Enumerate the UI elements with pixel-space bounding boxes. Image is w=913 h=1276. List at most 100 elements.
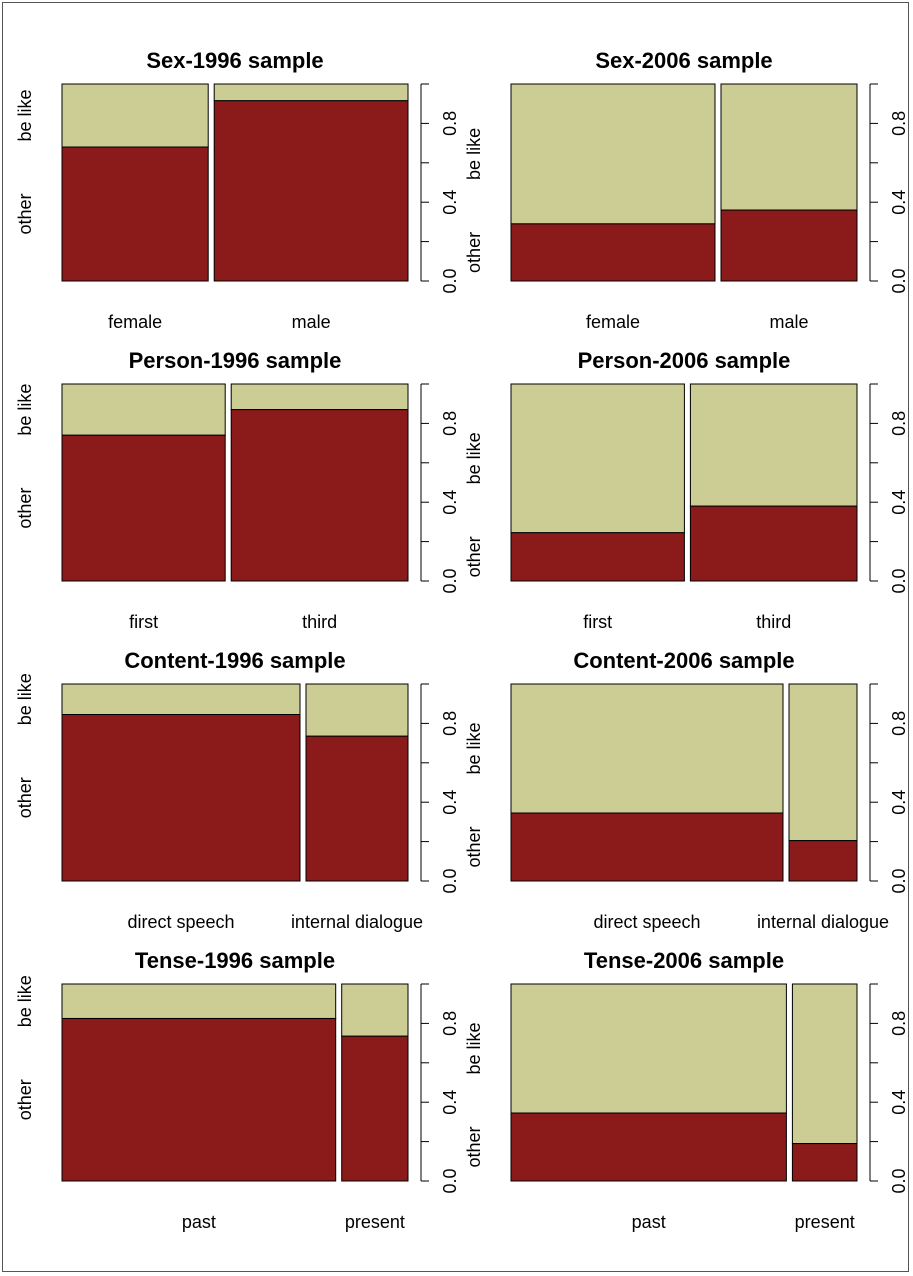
category-label: direct speech — [127, 912, 234, 932]
chart-title: Sex-2006 sample — [595, 48, 772, 73]
y-level-label-be-like: be like — [464, 723, 484, 775]
tile-be-like-internal-dialogue — [788, 683, 858, 842]
tile-be-like-internal-dialogue — [305, 683, 409, 737]
y-level-label-be-like: be like — [15, 384, 35, 436]
y-level-label-be-like: be like — [15, 90, 35, 142]
tile-be-like-third — [689, 383, 858, 507]
category-label: male — [292, 312, 331, 332]
tile-other-female — [61, 146, 209, 282]
tile-other-present — [341, 1035, 409, 1182]
y-level-label-other: other — [464, 1126, 484, 1167]
y-level-label-be-like: be like — [464, 1023, 484, 1075]
tile-other-third — [230, 409, 409, 582]
mosaic-panel-6: Content-2006 sample direct speech internal… — [464, 648, 909, 932]
tile-other-third — [689, 505, 858, 582]
tile-be-like-direct-speech — [61, 683, 301, 716]
tick-label: 0.4 — [440, 190, 460, 215]
tick-label: 0.8 — [889, 711, 909, 736]
tick-label: 0.4 — [440, 490, 460, 515]
tile-be-like-male — [720, 83, 858, 211]
category-label: first — [583, 612, 612, 632]
tile-other-male — [720, 209, 858, 282]
tile-other-present — [791, 1143, 858, 1182]
chart-title: Tense-1996 sample — [135, 948, 335, 973]
y-level-label-other: other — [15, 488, 35, 529]
tick-label: 0.8 — [440, 1011, 460, 1036]
y-level-label-other: other — [464, 826, 484, 867]
category-label: past — [182, 1212, 216, 1232]
tile-be-like-first — [510, 383, 685, 534]
tick-label: 0.4 — [440, 1090, 460, 1115]
tile-be-like-male — [213, 83, 409, 102]
tile-other-direct-speech — [61, 714, 301, 882]
mosaic-panel-2: Sex-2006 sample female male other be like 0.0… — [464, 48, 909, 332]
tick-label: 0.0 — [440, 268, 460, 293]
category-label: internal dialogue — [757, 912, 889, 932]
tile-other-past — [510, 1112, 787, 1182]
mosaic-panel-8: Tense-2006 sample past present other be like… — [464, 948, 909, 1232]
tick-label: 0.8 — [440, 111, 460, 136]
y-level-label-other: other — [15, 777, 35, 818]
mosaic-panel-5: Content-1996 sample direct speech internal… — [15, 648, 460, 932]
tick-label: 0.0 — [440, 868, 460, 893]
tick-label: 0.0 — [889, 268, 909, 293]
category-label: present — [345, 1212, 405, 1232]
tile-other-first — [61, 434, 226, 582]
category-label: internal dialogue — [291, 912, 423, 932]
tile-other-first — [510, 532, 685, 582]
tick-label: 0.8 — [889, 1011, 909, 1036]
tick-label: 0.8 — [889, 411, 909, 436]
y-level-label-be-like: be like — [15, 975, 35, 1027]
tile-other-male — [213, 100, 409, 282]
tile-be-like-past — [510, 983, 787, 1114]
chart-title: Tense-2006 sample — [584, 948, 784, 973]
y-level-label-other: other — [15, 194, 35, 235]
category-label: female — [586, 312, 640, 332]
tick-label: 0.4 — [889, 1090, 909, 1115]
category-label: female — [108, 312, 162, 332]
chart-title: Content-1996 sample — [124, 648, 345, 673]
tile-other-past — [61, 1017, 337, 1182]
tick-label: 0.0 — [440, 1168, 460, 1193]
tile-be-like-present — [341, 983, 409, 1037]
tick-label: 0.0 — [440, 568, 460, 593]
category-label: past — [632, 1212, 666, 1232]
category-label: present — [795, 1212, 855, 1232]
chart-title: Sex-1996 sample — [146, 48, 323, 73]
tile-be-like-female — [510, 83, 716, 225]
chart-title: Person-2006 sample — [578, 348, 791, 373]
y-level-label-be-like: be like — [464, 432, 484, 484]
tick-label: 0.0 — [889, 568, 909, 593]
chart-title: Content-2006 sample — [573, 648, 794, 673]
tick-label: 0.4 — [440, 790, 460, 815]
mosaic-panel-4: Person-2006 sample first third other be like… — [464, 348, 909, 632]
tick-label: 0.0 — [889, 868, 909, 893]
tile-be-like-female — [61, 83, 209, 148]
category-label: direct speech — [593, 912, 700, 932]
tile-be-like-third — [230, 383, 409, 411]
tile-be-like-present — [791, 983, 858, 1145]
chart-title: Person-1996 sample — [129, 348, 342, 373]
tick-label: 0.4 — [889, 190, 909, 215]
category-label: third — [756, 612, 791, 632]
tile-other-direct-speech — [510, 812, 784, 882]
category-label: male — [769, 312, 808, 332]
mosaic-panel-7: Tense-1996 sample past present other be like… — [15, 948, 460, 1232]
mosaic-panel-3: Person-1996 sample first third other be like… — [15, 348, 460, 632]
tick-label: 0.8 — [440, 411, 460, 436]
tile-be-like-past — [61, 983, 337, 1019]
tile-other-internal-dialogue — [788, 840, 858, 882]
tile-other-internal-dialogue — [305, 735, 409, 882]
y-level-label-other: other — [464, 536, 484, 577]
tick-label: 0.4 — [889, 490, 909, 515]
mosaic-panel-1: Sex-1996 sample female male other be like 0.0… — [15, 48, 460, 332]
tile-other-female — [510, 223, 716, 282]
tick-label: 0.8 — [440, 711, 460, 736]
tile-be-like-direct-speech — [510, 683, 784, 814]
y-level-label-be-like: be like — [15, 673, 35, 725]
y-level-label-be-like: be like — [464, 128, 484, 180]
tick-label: 0.8 — [889, 111, 909, 136]
y-level-label-other: other — [15, 1079, 35, 1120]
